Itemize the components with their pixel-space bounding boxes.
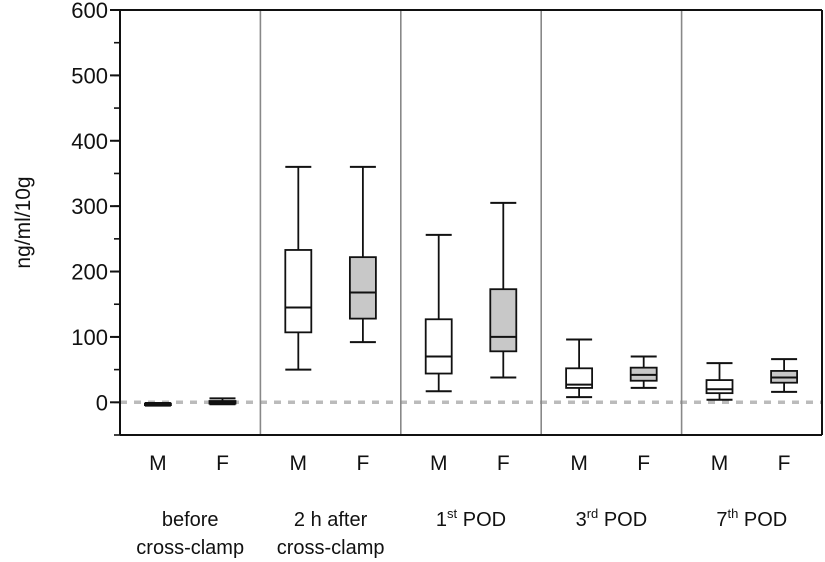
group-label-part: POD: [457, 509, 506, 531]
y-axis-label: ng/ml/10g: [12, 176, 35, 268]
group-label: before: [162, 509, 219, 531]
category-label: M: [290, 452, 308, 475]
group-label: 2 h after: [294, 509, 368, 531]
y-tick-label: 400: [71, 129, 108, 154]
category-label: M: [570, 452, 588, 475]
y-tick-label: 0: [96, 390, 108, 415]
box-iqr: [705, 379, 734, 395]
category-label: F: [778, 452, 791, 475]
group-label: 7th POD: [716, 506, 787, 531]
category-label: F: [216, 452, 229, 475]
group-label-part: 1: [436, 509, 447, 531]
group-label-part: POD: [598, 509, 647, 531]
group-label-superscript: rd: [587, 506, 599, 521]
category-label: M: [430, 452, 448, 475]
category-label: F: [497, 452, 510, 475]
category-label: M: [711, 452, 729, 475]
group-label-part: 7: [716, 509, 727, 531]
group-label-line2: cross-clamp: [277, 537, 385, 559]
y-tick-label: 200: [71, 260, 108, 285]
group-label: 3rd POD: [576, 506, 648, 531]
category-label: F: [356, 452, 369, 475]
y-tick-label: 300: [71, 194, 108, 219]
y-tick-label: 100: [71, 325, 108, 350]
group-label-superscript: th: [727, 506, 738, 521]
box-iqr: [424, 318, 453, 375]
category-label: M: [149, 452, 167, 475]
box-iqr: [284, 249, 313, 334]
box-iqr: [489, 288, 518, 353]
y-tick-label: 600: [71, 0, 108, 23]
group-label: 1st POD: [436, 506, 506, 531]
group-label-line2: cross-clamp: [136, 537, 244, 559]
y-tick-label: 500: [71, 63, 108, 88]
group-label-part: before: [162, 509, 219, 531]
group-label-part: 3: [576, 509, 587, 531]
box-iqr: [565, 367, 594, 389]
group-label-part: 2 h after: [294, 509, 368, 531]
group-label-superscript: st: [447, 506, 458, 521]
box-iqr: [348, 256, 377, 320]
group-label-part: POD: [738, 509, 787, 531]
category-label: F: [637, 452, 650, 475]
